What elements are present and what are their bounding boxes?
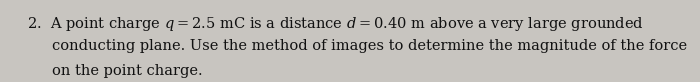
Text: 2.  A point charge $q = 2.5$ mC is a distance $d = 0.40$ m above a very large gr: 2. A point charge $q = 2.5$ mC is a dist…	[27, 15, 643, 33]
Text: on the point charge.: on the point charge.	[52, 64, 203, 78]
Text: conducting plane. Use the method of images to determine the magnitude of the for: conducting plane. Use the method of imag…	[52, 39, 687, 53]
